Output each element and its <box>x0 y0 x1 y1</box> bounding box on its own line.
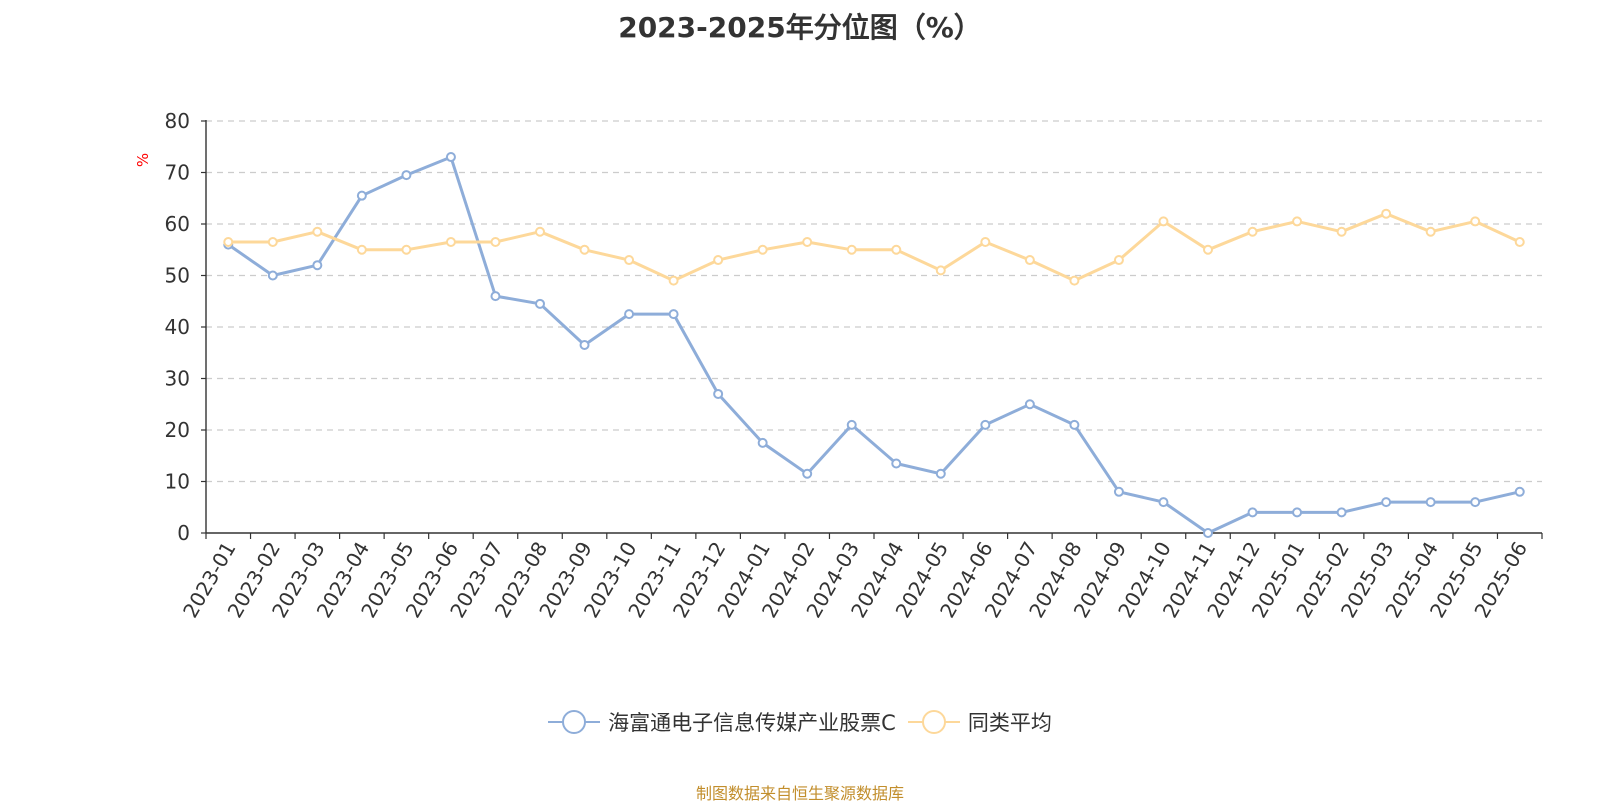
legend-average-circle-icon <box>907 710 960 734</box>
y-tick-label: 0 <box>177 521 190 545</box>
data-point[interactable] <box>624 255 635 266</box>
y-tick-label: 60 <box>165 212 190 236</box>
data-point[interactable] <box>713 255 724 266</box>
y-tick-label: 10 <box>165 470 190 494</box>
y-tick-label: 80 <box>165 109 190 133</box>
data-point[interactable] <box>757 437 768 448</box>
data-point[interactable] <box>1247 226 1258 237</box>
data-point[interactable] <box>668 309 679 320</box>
data-point[interactable] <box>401 244 412 255</box>
data-point[interactable] <box>1336 226 1347 237</box>
data-point[interactable] <box>846 244 857 255</box>
data-point[interactable] <box>223 237 234 248</box>
legend-label-average: 同类平均 <box>967 711 1052 735</box>
data-point[interactable] <box>1203 244 1213 255</box>
data-point[interactable] <box>1470 497 1481 508</box>
data-point[interactable] <box>401 170 412 181</box>
series-line-0 <box>226 155 1522 535</box>
data-point[interactable] <box>757 244 768 255</box>
data-point[interactable] <box>312 260 323 271</box>
data-point[interactable] <box>445 152 456 163</box>
data-point[interactable] <box>1514 486 1525 497</box>
data-point[interactable] <box>802 468 813 479</box>
data-point[interactable] <box>1425 226 1436 237</box>
series-layer <box>223 152 1525 538</box>
data-point[interactable] <box>1203 528 1213 538</box>
y-tick-label: 20 <box>165 418 190 442</box>
y-tick-label: 70 <box>165 161 190 185</box>
data-point[interactable] <box>356 190 367 201</box>
data-point[interactable] <box>891 244 902 255</box>
data-point[interactable] <box>980 419 991 430</box>
data-point[interactable] <box>1292 507 1303 518</box>
data-point[interactable] <box>1514 237 1525 248</box>
legend: 海富通电子信息传媒产业股票C 同类平均 <box>0 707 1600 737</box>
legend-item-average[interactable]: 同类平均 <box>907 707 1052 737</box>
data-point[interactable] <box>1247 507 1258 518</box>
data-point[interactable] <box>1381 497 1392 508</box>
data-point[interactable] <box>579 244 590 255</box>
data-point[interactable] <box>1292 216 1303 227</box>
data-point[interactable] <box>891 458 902 469</box>
data-point[interactable] <box>668 275 679 286</box>
legend-fund-circle-icon <box>548 710 601 734</box>
axes: 010203040506070802023-012023-022023-0320… <box>165 109 1543 622</box>
data-point[interactable] <box>490 291 501 302</box>
y-tick-label: 40 <box>165 315 190 339</box>
data-point[interactable] <box>1024 399 1035 410</box>
series-line-1 <box>226 212 1522 283</box>
legend-item-fund[interactable]: 海富通电子信息传媒产业股票C <box>548 707 896 737</box>
data-point[interactable] <box>579 340 590 351</box>
data-point[interactable] <box>980 237 991 248</box>
data-point[interactable] <box>1024 255 1035 266</box>
source-note: 制图数据来自恒生聚源数据库 <box>695 784 904 803</box>
data-point[interactable] <box>802 237 813 248</box>
data-point[interactable] <box>1158 497 1169 508</box>
data-point[interactable] <box>1069 419 1080 430</box>
data-point[interactable] <box>1113 255 1124 266</box>
data-point[interactable] <box>1069 275 1080 286</box>
data-point[interactable] <box>713 388 724 399</box>
grid-lines <box>206 120 1542 483</box>
data-point[interactable] <box>1336 507 1347 518</box>
data-point[interactable] <box>1425 497 1436 508</box>
data-point[interactable] <box>535 298 545 309</box>
chart-title: 2023-2025年分位图（%） <box>618 11 982 44</box>
data-point[interactable] <box>624 309 635 320</box>
y-tick-label: 30 <box>165 367 190 391</box>
y-axis-unit-label: % <box>134 153 152 167</box>
data-point[interactable] <box>935 468 946 479</box>
data-point[interactable] <box>1381 208 1392 219</box>
data-point[interactable] <box>267 237 278 248</box>
data-point[interactable] <box>535 226 545 237</box>
data-point[interactable] <box>846 419 857 430</box>
data-point[interactable] <box>445 237 456 248</box>
data-point[interactable] <box>1113 486 1124 497</box>
data-point[interactable] <box>356 244 367 255</box>
data-point[interactable] <box>935 265 946 276</box>
data-point[interactable] <box>1158 216 1169 227</box>
data-point[interactable] <box>490 237 501 248</box>
data-point[interactable] <box>312 226 323 237</box>
legend-label-fund: 海富通电子信息传媒产业股票C <box>608 711 896 735</box>
data-point[interactable] <box>267 270 278 281</box>
data-point[interactable] <box>1470 216 1481 227</box>
y-tick-label: 50 <box>165 264 190 288</box>
